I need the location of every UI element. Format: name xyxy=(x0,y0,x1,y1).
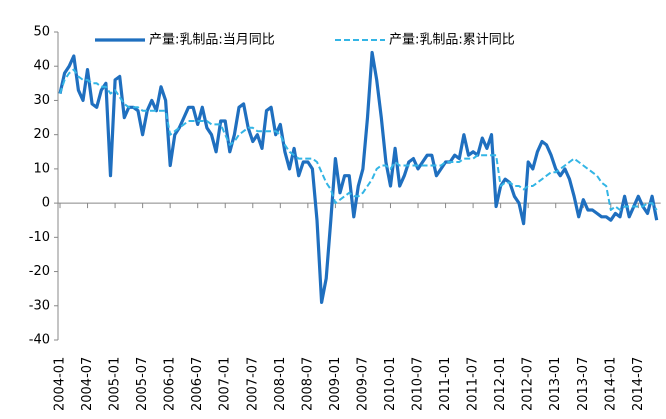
x-tick-label: 2005-01 xyxy=(108,357,123,411)
x-tick-label: 2010-01 xyxy=(383,357,398,411)
x-tick-label: 2008-01 xyxy=(273,357,288,411)
legend-label: 产量:乳制品:当月同比 xyxy=(149,33,275,48)
x-tick-label: 2012-01 xyxy=(493,357,508,411)
y-tick-label: -20 xyxy=(29,264,50,279)
x-tick-label: 2004-01 xyxy=(53,357,68,411)
x-tick-label: 2007-01 xyxy=(218,357,233,411)
series-line xyxy=(58,50,659,304)
x-tick-label: 2009-01 xyxy=(328,357,343,411)
y-tick-label: -10 xyxy=(29,230,50,245)
x-tick-label: 2006-07 xyxy=(190,357,205,411)
x-tick-label: 2012-07 xyxy=(521,357,536,411)
legend-label: 产量:乳制品:累计同比 xyxy=(389,33,515,48)
x-tick-label: 2008-07 xyxy=(300,357,315,411)
y-tick-label: 20 xyxy=(33,127,50,142)
x-tick-label: 2011-07 xyxy=(466,357,481,411)
x-tick-label: 2014-01 xyxy=(603,357,618,411)
x-tick-label: 2007-07 xyxy=(245,357,260,411)
y-tick-label: 0 xyxy=(42,196,50,211)
x-tick-label: 2005-07 xyxy=(135,357,150,411)
y-tick-label: 40 xyxy=(33,59,50,74)
x-tick-label: 2014-07 xyxy=(631,357,646,411)
x-tick-label: 2013-07 xyxy=(576,357,591,411)
series-line xyxy=(59,68,658,211)
x-tick-label: 2004-07 xyxy=(80,357,95,411)
x-tick-label: 2010-07 xyxy=(411,357,426,411)
y-tick-label: -30 xyxy=(29,298,50,313)
y-tick-label: 30 xyxy=(33,93,50,108)
y-tick-label: -40 xyxy=(29,333,50,348)
x-tick-label: 2006-01 xyxy=(163,357,178,411)
x-tick-label: 2011-01 xyxy=(438,357,453,411)
y-tick-label: 10 xyxy=(33,161,50,176)
x-tick-label: 2013-01 xyxy=(548,357,563,411)
y-tick-label: 50 xyxy=(33,25,50,40)
x-tick-label: 2009-07 xyxy=(355,357,370,411)
